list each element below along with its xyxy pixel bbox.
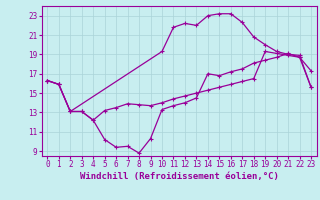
X-axis label: Windchill (Refroidissement éolien,°C): Windchill (Refroidissement éolien,°C) [80, 172, 279, 181]
